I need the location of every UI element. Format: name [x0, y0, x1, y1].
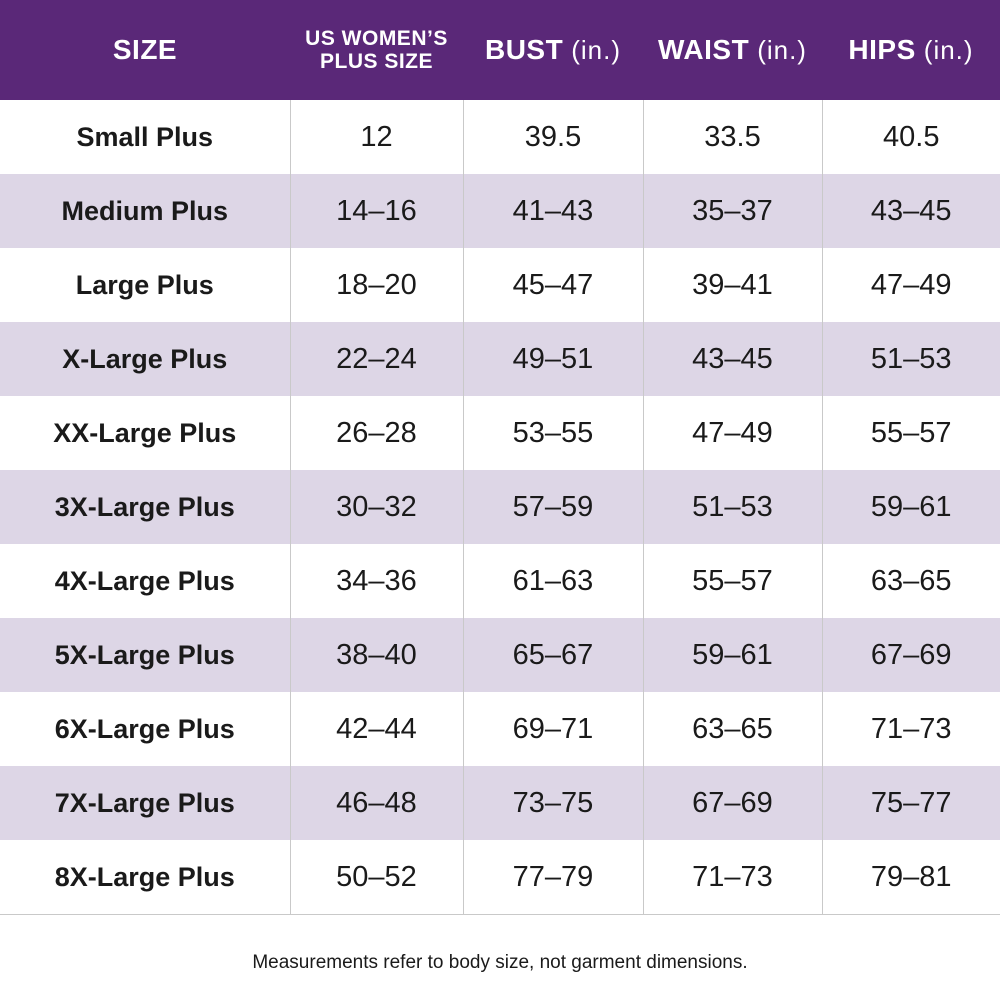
size-value: 46–48: [289, 766, 464, 840]
size-table: SIZE US WOMEN’S PLUS SIZE BUST (in.) WAIST (in…: [0, 0, 1000, 915]
size-value: 71–73: [821, 692, 1000, 766]
table-row: 5X-Large Plus 38–40 65–67 59–61 67–69: [0, 618, 1000, 692]
size-value: 69–71: [462, 692, 644, 766]
size-value: 50–52: [289, 840, 464, 915]
header-cell: SIZE: [0, 0, 290, 100]
size-value: 42–44: [289, 692, 464, 766]
size-value: 40.5: [821, 100, 1000, 174]
table-row: 4X-Large Plus 34–36 61–63 55–57 63–65: [0, 544, 1000, 618]
size-name: 5X-Large Plus: [0, 618, 291, 692]
size-value: 18–20: [289, 248, 464, 322]
size-value: 22–24: [289, 322, 464, 396]
size-name: Small Plus: [0, 100, 291, 174]
size-value: 53–55: [462, 396, 644, 470]
size-name: 7X-Large Plus: [0, 766, 291, 840]
header-label: WAIST: [658, 34, 750, 65]
size-name: 3X-Large Plus: [0, 470, 291, 544]
size-value: 45–47: [462, 248, 644, 322]
size-value: 61–63: [462, 544, 644, 618]
size-value: 49–51: [462, 322, 644, 396]
size-value: 67–69: [821, 618, 1000, 692]
size-value: 63–65: [642, 692, 823, 766]
size-value: 43–45: [821, 174, 1000, 248]
header-line: US WOMEN’S: [305, 27, 448, 50]
size-value: 71–73: [642, 840, 823, 915]
table-row: Small Plus 12 39.5 33.5 40.5: [0, 100, 1000, 174]
size-value: 33.5: [642, 100, 823, 174]
size-value: 47–49: [821, 248, 1000, 322]
size-value: 51–53: [642, 470, 823, 544]
header-line: PLUS SIZE: [319, 50, 434, 73]
table-row: 6X-Large Plus 42–44 69–71 63–65 71–73: [0, 692, 1000, 766]
header-cell: HIPS (in.): [822, 0, 1000, 100]
size-value: 55–57: [821, 396, 1000, 470]
size-value: 26–28: [289, 396, 464, 470]
table-row: XX-Large Plus 26–28 53–55 47–49 55–57: [0, 396, 1000, 470]
size-name: XX-Large Plus: [0, 396, 291, 470]
size-value: 59–61: [642, 618, 823, 692]
size-value: 39.5: [462, 100, 644, 174]
footnote: Measurements refer to body size, not gar…: [252, 952, 748, 973]
header-unit: (in.): [923, 35, 974, 65]
header-row: SIZE US WOMEN’S PLUS SIZE BUST (in.) WAIST (in…: [0, 0, 1000, 100]
size-name: 8X-Large Plus: [0, 840, 291, 915]
size-value: 75–77: [821, 766, 1000, 840]
size-value: 39–41: [642, 248, 823, 322]
size-value: 43–45: [642, 322, 823, 396]
size-value: 38–40: [289, 618, 464, 692]
size-value: 41–43: [462, 174, 644, 248]
size-value: 57–59: [462, 470, 644, 544]
size-value: 47–49: [642, 396, 823, 470]
table-body: Small Plus 12 39.5 33.5 40.5 Medium Plus 14–16…: [0, 100, 1000, 915]
size-value: 34–36: [289, 544, 464, 618]
size-value: 65–67: [462, 618, 644, 692]
header-unit: (in.): [757, 35, 807, 65]
size-name: Medium Plus: [0, 174, 291, 248]
size-name: X-Large Plus: [0, 322, 291, 396]
size-value: 51–53: [821, 322, 1000, 396]
size-value: 67–69: [642, 766, 823, 840]
header-cell: US WOMEN’S PLUS SIZE: [290, 0, 463, 100]
size-name: Large Plus: [0, 248, 291, 322]
header-label: SIZE: [112, 34, 178, 65]
table-row: Medium Plus 14–16 41–43 35–37 43–45: [0, 174, 1000, 248]
table-row: 8X-Large Plus 50–52 77–79 71–73 79–81: [0, 840, 1000, 915]
size-value: 30–32: [289, 470, 464, 544]
table-row: 3X-Large Plus 30–32 57–59 51–53 59–61: [0, 470, 1000, 544]
size-name: 6X-Large Plus: [0, 692, 291, 766]
size-name: 4X-Large Plus: [0, 544, 291, 618]
size-value: 79–81: [821, 840, 1000, 915]
table-header: SIZE US WOMEN’S PLUS SIZE BUST (in.) WAIST (in…: [0, 0, 1000, 100]
size-value: 63–65: [821, 544, 1000, 618]
header-label: HIPS: [848, 34, 916, 65]
header-cell: BUST (in.): [463, 0, 643, 100]
size-value: 14–16: [289, 174, 464, 248]
size-value: 77–79: [462, 840, 644, 915]
header-label: BUST: [484, 34, 564, 65]
size-value: 55–57: [642, 544, 823, 618]
table-row: X-Large Plus 22–24 49–51 43–45 51–53: [0, 322, 1000, 396]
table-row: Large Plus 18–20 45–47 39–41 47–49: [0, 248, 1000, 322]
header-cell: WAIST (in.): [643, 0, 822, 100]
size-value: 73–75: [462, 766, 644, 840]
size-value: 12: [289, 100, 464, 174]
header-unit: (in.): [571, 35, 621, 65]
size-value: 59–61: [821, 470, 1000, 544]
size-value: 35–37: [642, 174, 823, 248]
table-row: 7X-Large Plus 46–48 73–75 67–69 75–77: [0, 766, 1000, 840]
